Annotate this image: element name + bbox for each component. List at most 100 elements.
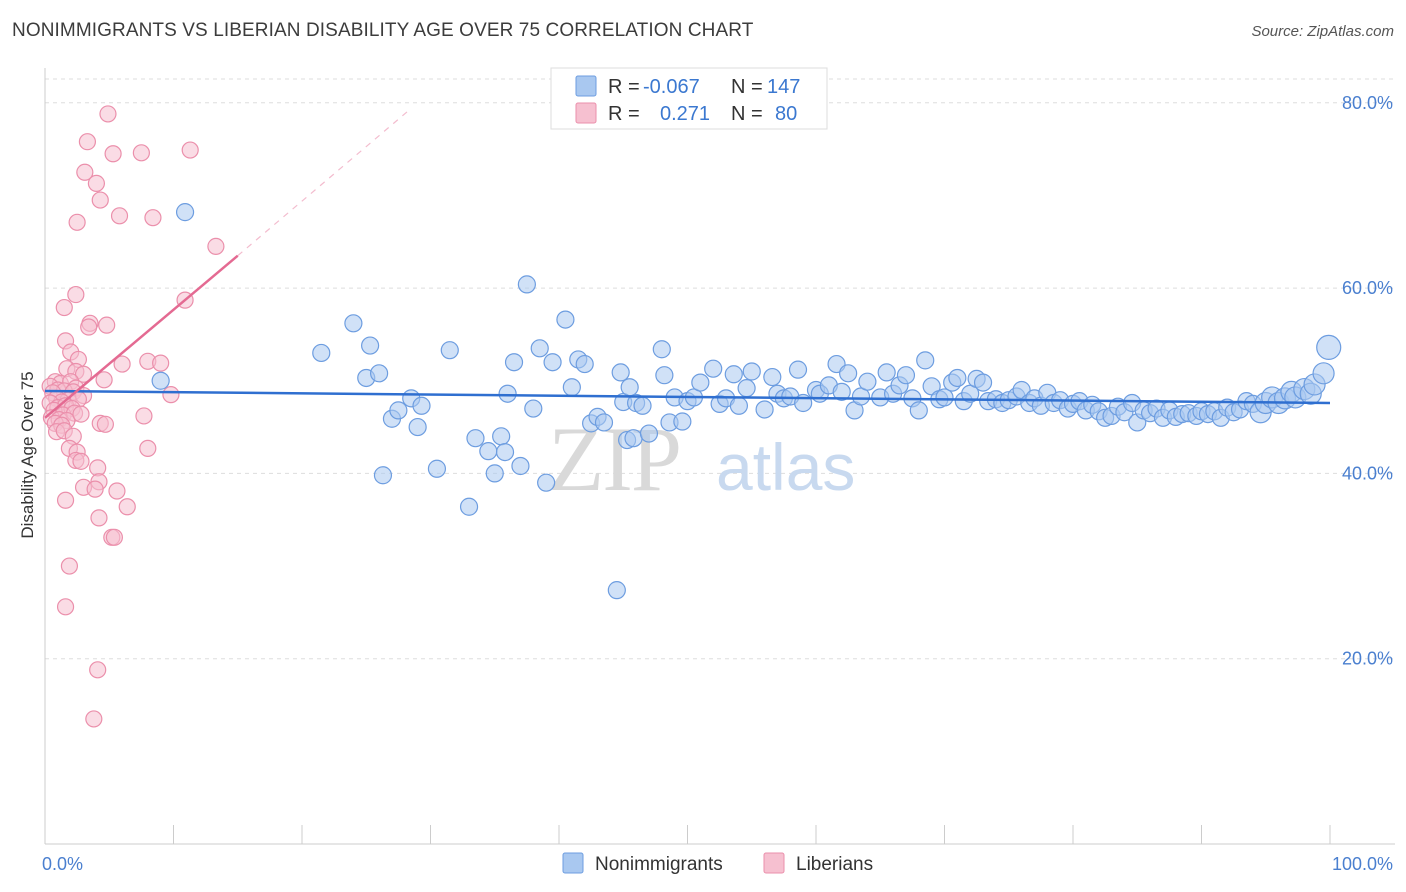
nonimmigrants-point (562, 378, 581, 397)
legend: R = -0.067 N = 147 R = 0.271 N = 80 (550, 67, 828, 130)
nonimmigrants-point (370, 364, 389, 383)
chart-title: NONIMMIGRANTS VS LIBERIAN DISABILITY AGE… (12, 20, 754, 41)
nonimmigrants-point (504, 353, 524, 372)
nonimmigrants-point (935, 388, 954, 407)
liberians-point (85, 710, 103, 728)
nonimmigrants-point (537, 473, 556, 492)
liberians-point (87, 174, 106, 193)
nonimmigrants-point (839, 364, 858, 383)
liberians-point (104, 145, 122, 163)
nonimmigrants-point (511, 456, 530, 476)
liberians-point (108, 482, 126, 500)
liberians-point (90, 509, 108, 527)
legend-n-value-1: 147 (767, 76, 800, 98)
nonimmigrants-point (495, 442, 515, 462)
tick-labels: 20.0% 40.0% 60.0% 80.0% 0.0% 100.0% (42, 93, 1393, 874)
legend-r-label-2: R = (608, 103, 640, 125)
nonimmigrants-point (724, 365, 743, 384)
bottom-legend-liberians: Liberians (796, 854, 873, 875)
nonimmigrants-point (373, 466, 393, 485)
liberians-point (67, 285, 85, 304)
nonimmigrants-point (498, 384, 517, 403)
liberians-point (89, 661, 107, 679)
nonimmigrants-point (312, 343, 331, 363)
nonimmigrants-point (408, 417, 427, 437)
nonimmigrants-point (639, 424, 659, 443)
liberians-point (78, 133, 97, 151)
nonimmigrants-point (466, 429, 485, 448)
liberians-point (68, 213, 86, 231)
legend-n-label-1: N = (731, 76, 763, 98)
liberians-point (91, 191, 109, 209)
nonimmigrants-point (524, 399, 543, 418)
nonimmigrants-point (556, 310, 575, 329)
liberians-point (139, 439, 157, 457)
liberians-point (98, 316, 116, 334)
liberians-point (135, 407, 153, 425)
bottom-legend: Nonimmigrants Liberians (562, 852, 873, 875)
nonimmigrants-point (459, 497, 479, 516)
nonimmigrants-point (832, 382, 851, 401)
nonimmigrants-point (673, 412, 692, 431)
nonimmigrants-point (916, 351, 935, 370)
liberians-point (55, 298, 73, 317)
legend-n-value-2: 80 (775, 103, 797, 125)
liberians-point (118, 498, 136, 516)
liberians-point (56, 598, 75, 616)
nonimmigrants-point (1316, 334, 1342, 360)
liberians-point (60, 557, 79, 575)
nonimmigrants-point (763, 367, 782, 387)
liberians-point (95, 371, 113, 389)
liberians-point (113, 355, 131, 373)
nonimmigrants-point (729, 396, 749, 415)
legend-r-value-1: -0.067 (643, 76, 700, 98)
nonimmigrants-point (655, 366, 674, 385)
nonimmigrants-point (485, 464, 504, 483)
nonimmigrants-point (858, 372, 877, 391)
liberians-point (80, 318, 98, 336)
nonimmigrants-point (896, 366, 916, 385)
nonimmigrants-point (1312, 362, 1335, 385)
liberians-point (76, 163, 94, 181)
axes (44, 68, 1395, 845)
nonimmigrants-point (611, 363, 630, 382)
y-tick-label-60: 60.0% (1342, 278, 1393, 298)
nonimmigrants-point (389, 401, 408, 420)
nonimmigrants-point (530, 339, 549, 358)
y-axis-label: Disability Age Over 75 (18, 371, 37, 538)
nonimmigrants-point (788, 360, 808, 379)
nonimmigrants-point (742, 362, 761, 381)
liberians-point (99, 105, 117, 123)
nonimmigrants-points (151, 203, 1342, 600)
liberians-point (86, 480, 104, 498)
x-tick-label-100: 100.0% (1332, 854, 1393, 874)
nonimmigrants-point (704, 359, 723, 378)
nonimmigrants-point (440, 341, 459, 360)
nonimmigrants-point (175, 203, 195, 222)
watermark-zip: ZIP (548, 408, 680, 510)
trend-lines (44, 107, 1331, 419)
liberians-trend-line (44, 254, 239, 419)
nonimmigrants-point (607, 581, 626, 600)
liberians-point (74, 365, 93, 383)
nonimmigrants-point (948, 368, 967, 388)
liberians-point (152, 354, 170, 372)
nonimmigrants-point (151, 371, 170, 390)
nonimmigrants-point (427, 459, 447, 478)
nonimmigrants-point (624, 429, 643, 448)
watermark: ZIP atlas (548, 408, 855, 510)
nonimmigrants-point (737, 379, 756, 398)
legend-box (550, 67, 828, 130)
liberians-point (207, 237, 225, 256)
legend-r-value-2: 0.271 (660, 103, 710, 125)
liberians-point (110, 207, 129, 225)
nonimmigrants-point (517, 275, 536, 294)
x-tick-label-0: 0.0% (42, 854, 83, 874)
nonimmigrants-point (412, 396, 431, 415)
liberians-trend-extension (237, 107, 412, 257)
nonimmigrants-point (909, 401, 928, 420)
legend-swatch-pink (575, 102, 597, 124)
nonimmigrants-point (973, 373, 993, 392)
nonimmigrants-point (492, 427, 511, 446)
